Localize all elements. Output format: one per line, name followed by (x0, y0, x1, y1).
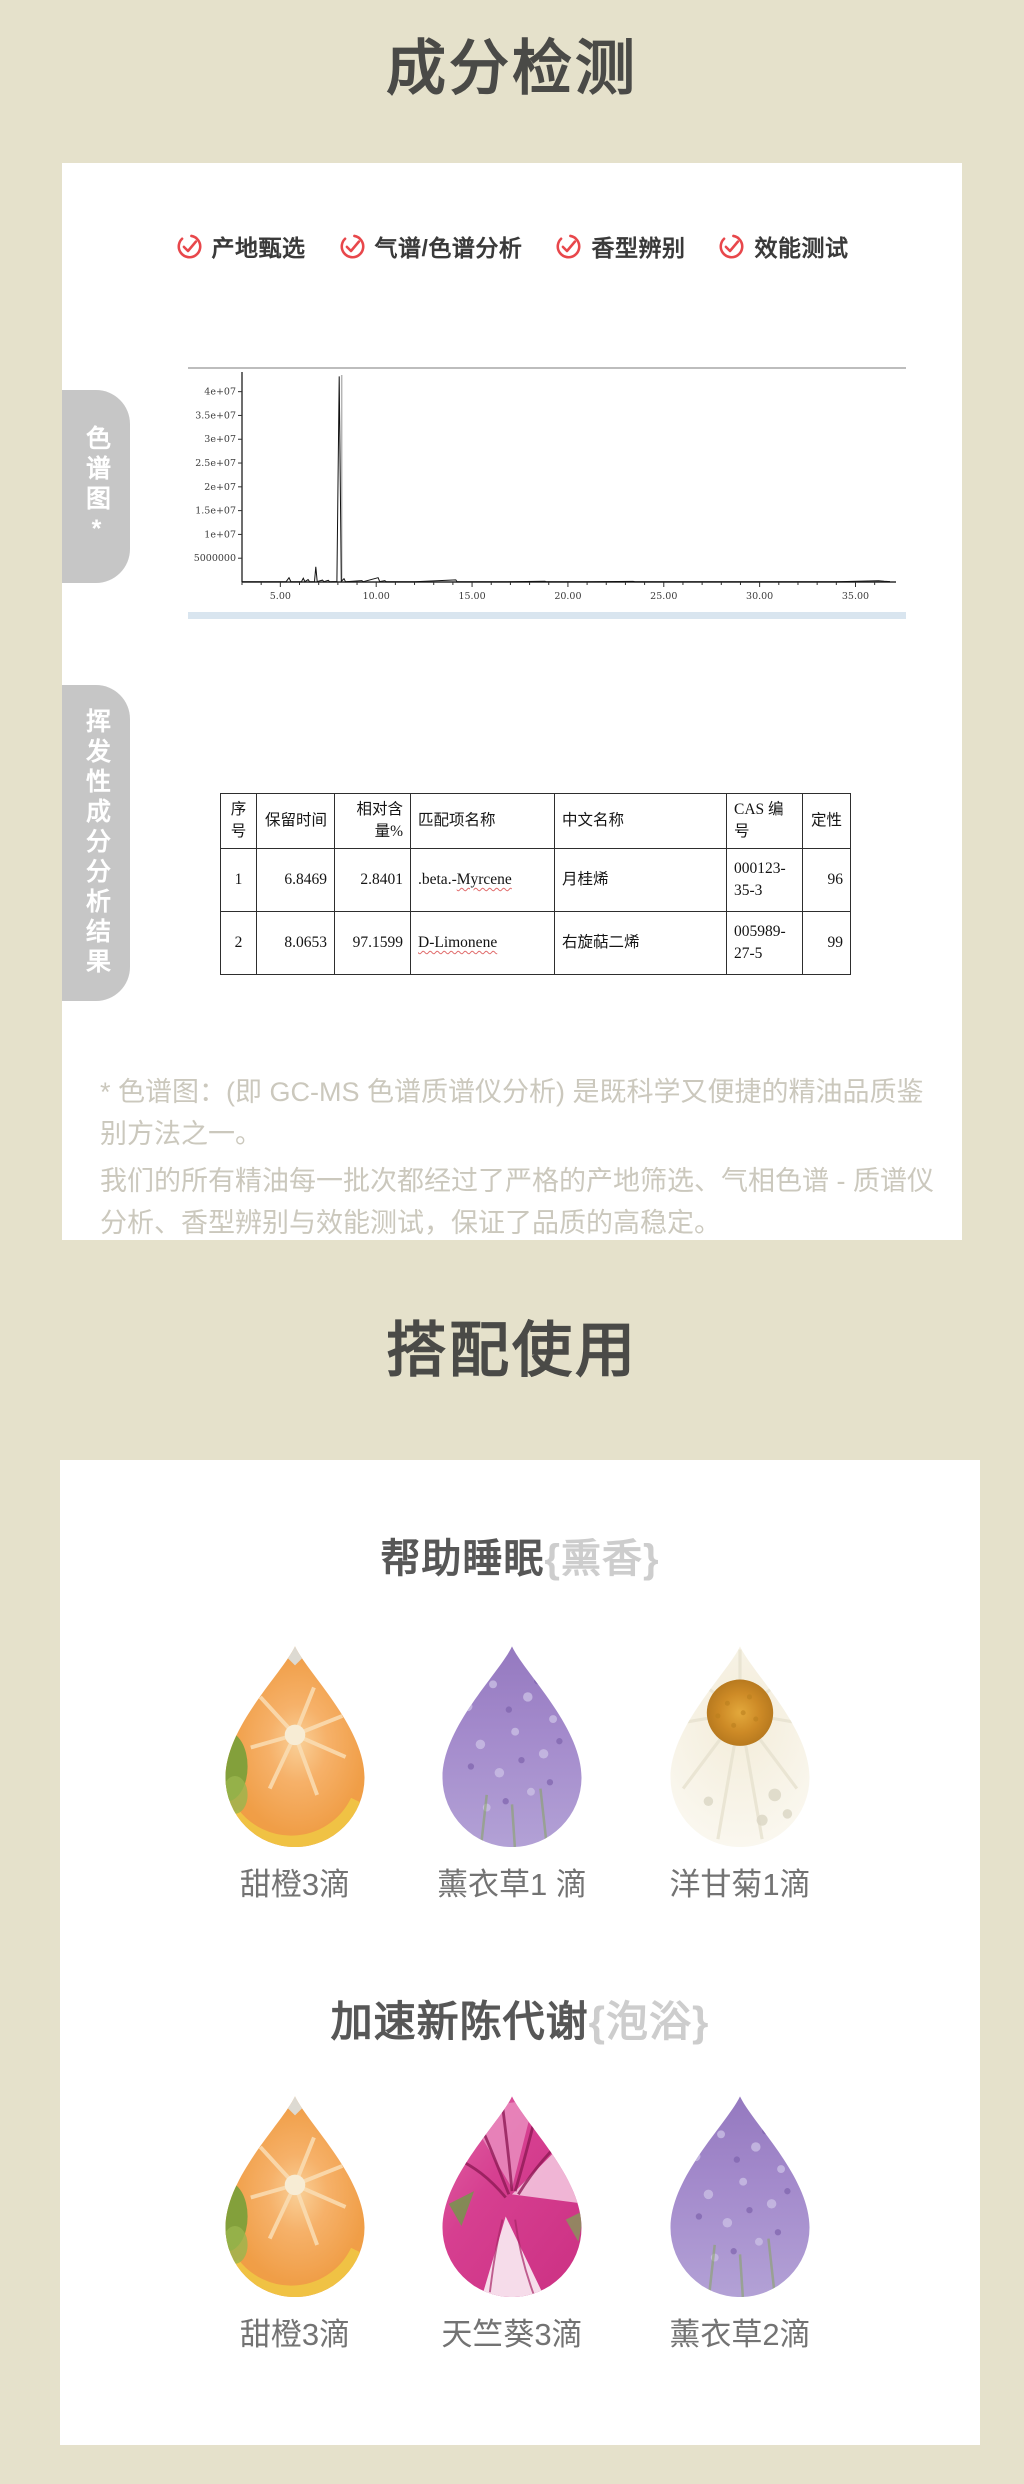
recipe-heading-sleep-aid: 帮助睡眠{熏香} (60, 1526, 980, 1584)
check-circle-icon (555, 232, 583, 260)
cell-match: .beta.-Myrcene (410, 848, 555, 912)
droplet-label: 天竺葵3滴 (441, 2317, 583, 2352)
match-word: D-Limonene (418, 933, 498, 951)
match-prefix: .beta.- (418, 870, 457, 888)
check-circle-icon (175, 232, 203, 260)
pairing-usage-card: 帮助睡眠{熏香} 甜橙3滴 薰衣草1 滴 洋甘菊1滴 加速新陈代谢{泡浴} 甜橙… (60, 1460, 980, 2445)
recipe-item-lavender: 薰衣草1 滴 (402, 1643, 622, 1904)
footnote-line-1: * 色谱图：(即 GC-MS 色谱质谱仪分析) 是既科学又便捷的精油品质鉴别方法… (100, 1077, 924, 1150)
cell-relative: 2.8401 (334, 848, 411, 912)
col-header-chinese-name: 中文名称 (554, 793, 727, 849)
cell-seq: 2 (220, 911, 257, 975)
analysis-results-table: 序号 保留时间 相对含量% 匹配项名称 中文名称 CAS 编号 定性 1 6.8… (220, 793, 851, 975)
check-circle-icon (718, 232, 746, 260)
droplet-label: 甜橙3滴 (239, 1867, 351, 1902)
svg-text:5000000: 5000000 (194, 553, 236, 564)
svg-text:1e+07: 1e+07 (204, 529, 236, 540)
quality-badge-row: 产地甄选 气谱/色谱分析 香型辨别 效能测试 (62, 229, 962, 263)
component-testing-card: 产地甄选 气谱/色谱分析 香型辨别 效能测试 色谱图* 5.00 10.00 15.… (62, 163, 962, 1240)
svg-text:1.5e+07: 1.5e+07 (195, 506, 236, 517)
tab-chromatogram: 色谱图* (62, 390, 130, 583)
recipe-heading-main: 帮助睡眠 (380, 1537, 545, 1581)
cell-quality: 96 (802, 848, 851, 912)
footnote-text: * 色谱图：(即 GC-MS 色谱质谱仪分析) 是既科学又便捷的精油品质鉴别方法… (100, 1071, 942, 1249)
chamomile-droplet-image (661, 1643, 819, 1852)
match-word: Myrcene (456, 870, 512, 888)
table-header-row: 序号 保留时间 相对含量% 匹配项名称 中文名称 CAS 编号 定性 (220, 793, 851, 849)
chromatogram-image: 5.00 10.00 15.00 20.00 25.00 30.00 35.00 500000… (188, 367, 906, 619)
recipe-heading-tag: {熏香} (544, 1537, 660, 1581)
svg-text:2.5e+07: 2.5e+07 (195, 458, 236, 469)
svg-text:3e+07: 3e+07 (204, 434, 236, 445)
lavender-droplet-image (433, 1643, 591, 1852)
svg-text:30.00: 30.00 (746, 591, 773, 602)
cell-match: D-Limonene (410, 911, 555, 975)
chromatogram-chart: 5.00 10.00 15.00 20.00 25.00 30.00 35.00 500000… (194, 372, 896, 602)
tab-label: 色谱图* (82, 425, 111, 548)
svg-text:10.00: 10.00 (363, 591, 390, 602)
droplet-label: 洋甘菊1滴 (669, 1867, 811, 1902)
badge-efficacy-test: 效能测试 (718, 229, 848, 263)
recipe-item-sweet-orange: 甜橙3滴 (185, 1643, 405, 1904)
cell-relative: 97.1599 (334, 911, 411, 975)
geranium-droplet-image (433, 2093, 591, 2302)
cell-chinese-name: 月桂烯 (554, 848, 727, 912)
recipe-item-geranium: 天竺葵3滴 (402, 2093, 622, 2354)
svg-text:15.00: 15.00 (458, 591, 485, 602)
badge-scent-identification: 香型辨别 (555, 229, 685, 263)
cell-cas: 005989-27-5 (726, 911, 803, 975)
badge-label: 效能测试 (754, 235, 849, 261)
col-header-seq: 序号 (220, 793, 257, 849)
badge-label: 产地甄选 (211, 235, 306, 261)
footnote-line-2: 我们的所有精油每一批次都经过了严格的产地筛选、气相色谱 - 质谱仪分析、香型辨别… (100, 1165, 934, 1239)
section-title-pairing-usage: 搭配使用 (386, 1317, 638, 1384)
badge-origin-selection: 产地甄选 (175, 229, 306, 263)
svg-text:35.00: 35.00 (842, 591, 869, 602)
cell-retention: 8.0653 (256, 911, 335, 975)
table-row: 1 6.8469 2.8401 .beta.-Myrcene 月桂烯 00012… (220, 848, 851, 912)
tab-label: 挥发性成分分析结果 (82, 708, 111, 978)
svg-text:5.00: 5.00 (270, 591, 291, 602)
svg-text:2e+07: 2e+07 (204, 482, 236, 493)
col-header-relative: 相对含量% (334, 793, 411, 849)
svg-text:4e+07: 4e+07 (204, 387, 236, 398)
col-header-cas: CAS 编号 (726, 793, 803, 849)
badge-label: 气谱/色谱分析 (374, 235, 523, 261)
chromatogram-scrollbar-strip (188, 612, 906, 619)
badge-label: 香型辨别 (591, 235, 686, 261)
section-title-component-testing: 成分检测 (386, 35, 638, 102)
col-header-match: 匹配项名称 (410, 793, 555, 849)
badge-gc-analysis: 气谱/色谱分析 (338, 229, 523, 263)
svg-text:25.00: 25.00 (650, 591, 677, 602)
cell-chinese-name: 右旋萜二烯 (554, 911, 727, 975)
recipe-item-sweet-orange: 甜橙3滴 (185, 2093, 405, 2354)
tab-volatile-analysis-results: 挥发性成分分析结果 (62, 685, 130, 1001)
table-row: 2 8.0653 97.1599 D-Limonene 右旋萜二烯 005989… (220, 911, 851, 975)
droplet-label: 薰衣草1 滴 (437, 1867, 587, 1902)
recipe-heading-metabolism: 加速新陈代谢{泡浴} (60, 1988, 980, 2049)
col-header-retention: 保留时间 (256, 793, 335, 849)
lavender-droplet-image (661, 2093, 819, 2302)
cell-retention: 6.8469 (256, 848, 335, 912)
svg-text:3.5e+07: 3.5e+07 (195, 410, 236, 421)
recipe-heading-tag: {泡浴} (588, 1998, 710, 2045)
cell-quality: 99 (802, 911, 851, 975)
sweet-orange-droplet-image (216, 1643, 374, 1852)
cell-cas: 000123-35-3 (726, 848, 803, 912)
svg-text:20.00: 20.00 (554, 591, 581, 602)
recipe-heading-main: 加速新陈代谢 (330, 1998, 589, 2045)
recipe-item-lavender: 薰衣草2滴 (630, 2093, 850, 2354)
check-circle-icon (338, 232, 366, 260)
droplet-label: 薰衣草2滴 (669, 2317, 811, 2352)
recipe-item-chamomile: 洋甘菊1滴 (630, 1643, 850, 1904)
sweet-orange-droplet-image (216, 2093, 374, 2302)
col-header-quality: 定性 (802, 793, 851, 849)
cell-seq: 1 (220, 848, 257, 912)
droplet-label: 甜橙3滴 (239, 2317, 351, 2352)
